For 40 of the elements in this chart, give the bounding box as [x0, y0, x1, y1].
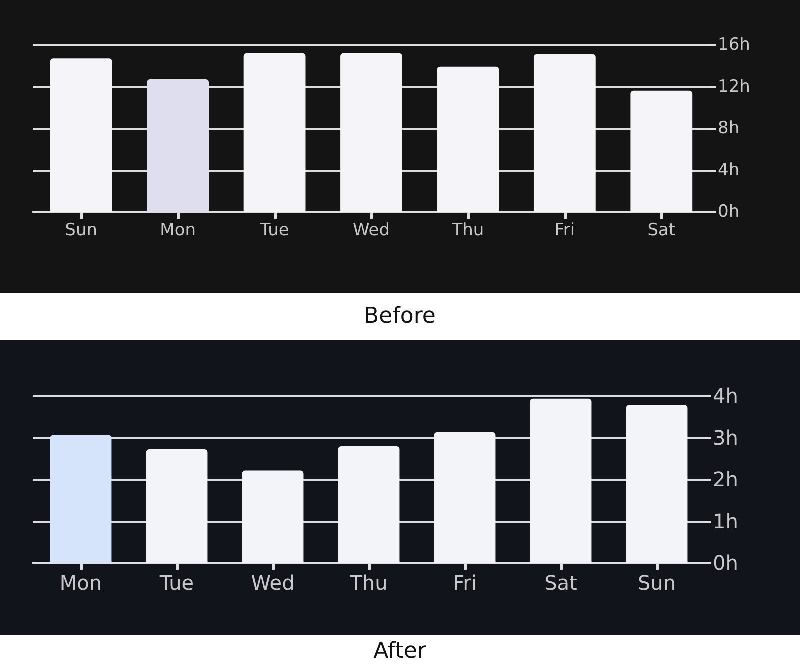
- x-tick-label: Thu: [349, 571, 388, 595]
- y-tick-label: 2h: [713, 468, 738, 492]
- bar: [530, 398, 592, 563]
- bar: [534, 54, 596, 212]
- x-tick-label: Fri: [453, 571, 477, 595]
- bar: [242, 470, 304, 563]
- bar: [338, 446, 400, 563]
- bar: [626, 405, 688, 563]
- x-tick-label: Mon: [160, 220, 196, 240]
- x-tick-label: Mon: [60, 571, 102, 595]
- x-tick-label: Thu: [451, 220, 484, 240]
- bar: [50, 58, 112, 212]
- bar: [437, 66, 500, 212]
- x-tick-label: Tue: [259, 220, 290, 240]
- text: After: [0, 635, 800, 668]
- x-tick-label: Wed: [251, 571, 295, 595]
- bar: [244, 53, 306, 212]
- y-tick-label: 0h: [718, 202, 740, 222]
- y-tick-label: 1h: [713, 509, 738, 534]
- x-tick-label: Wed: [352, 220, 390, 240]
- x-tick-label: Sun: [65, 220, 98, 240]
- x-tick-label: Fri: [554, 220, 576, 240]
- x-tick-label: Sun: [638, 571, 676, 595]
- x-tick-label: Tue: [158, 571, 194, 595]
- bar: [340, 53, 402, 212]
- bar: [434, 432, 496, 563]
- bar: [146, 449, 208, 563]
- bar: [630, 90, 693, 212]
- y-tick-label: 3h: [713, 426, 738, 450]
- y-tick-label: 12h: [718, 76, 750, 97]
- y-tick-label: 0h: [713, 551, 738, 575]
- y-tick-label: 16h: [718, 35, 750, 55]
- y-tick-label: 4h: [713, 384, 738, 408]
- bar: [50, 435, 112, 563]
- bar: [147, 79, 210, 212]
- y-tick-label: 4h: [718, 160, 740, 180]
- x-tick-label: Sat: [544, 571, 578, 595]
- y-tick-label: 8h: [718, 118, 740, 138]
- x-tick-label: Sat: [648, 220, 676, 240]
- text: Before: [0, 293, 800, 340]
